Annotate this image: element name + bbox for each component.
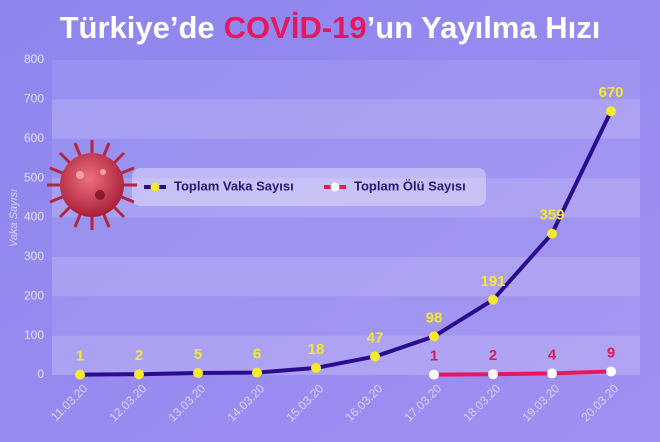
data-label: 98 [426,309,443,326]
data-label: 18 [308,341,325,358]
grid-band [52,60,640,100]
data-point [547,228,557,239]
y-tick-label: 100 [24,328,44,342]
data-label: 670 [598,84,623,101]
data-label: 4 [548,346,557,363]
y-tick-label: 400 [24,210,44,224]
grid-band [52,138,640,179]
series-line [432,369,613,377]
data-point [606,366,616,377]
y-tick-label: 800 [24,52,44,66]
data-point [75,369,85,380]
grid-band [52,178,640,218]
title-highlight: COVİD-19 [224,10,367,45]
legend-label: Toplam Vaka Sayısı [174,178,294,193]
y-tick-label: 700 [24,92,44,106]
title-part: ’un Yayılma Hızı [367,10,601,45]
grid-band [52,335,640,375]
data-label: 191 [480,273,505,290]
y-tick-label: 500 [24,170,44,184]
data-point [370,351,380,362]
data-point [134,369,144,380]
y-tick-label: 0 [37,367,44,381]
data-point [606,106,616,117]
grid-band [52,217,640,257]
virus-icon [47,140,137,230]
title-part: Türkiye’de [60,10,215,45]
legend-box [132,168,486,206]
data-label: 359 [539,207,564,224]
y-tick-label: 600 [24,131,44,145]
legend: Toplam Vaka Sayısı Toplam Ölü Sayısı [144,178,466,193]
data-label: 1 [430,348,438,365]
data-point [252,367,262,378]
legend-marker [330,182,340,192]
data-label: 9 [607,344,615,361]
y-axis-label: Vaka Sayısı [8,189,20,247]
data-label: 2 [135,347,143,364]
data-point [193,368,203,379]
data-point [488,294,498,305]
data-label: 2 [489,347,497,364]
data-label: 5 [194,346,202,363]
grid-band [52,296,640,336]
grid-band [52,99,640,139]
data-point [311,362,321,373]
data-point [429,369,439,380]
data-label: 6 [253,346,261,363]
data-point [488,369,498,380]
legend-marker [150,182,160,192]
data-point [547,368,557,379]
y-tick-label: 300 [24,249,44,263]
grid-band [52,256,640,297]
data-label: 47 [367,329,384,346]
chart-title: Türkiye’de COVİD-19’un Yayılma Hızı [60,10,601,45]
data-label: 1 [76,348,84,365]
y-tick-label: 200 [24,288,44,302]
series-line [78,109,613,377]
data-point [429,331,439,342]
legend-label: Toplam Ölü Sayısı [354,178,466,193]
